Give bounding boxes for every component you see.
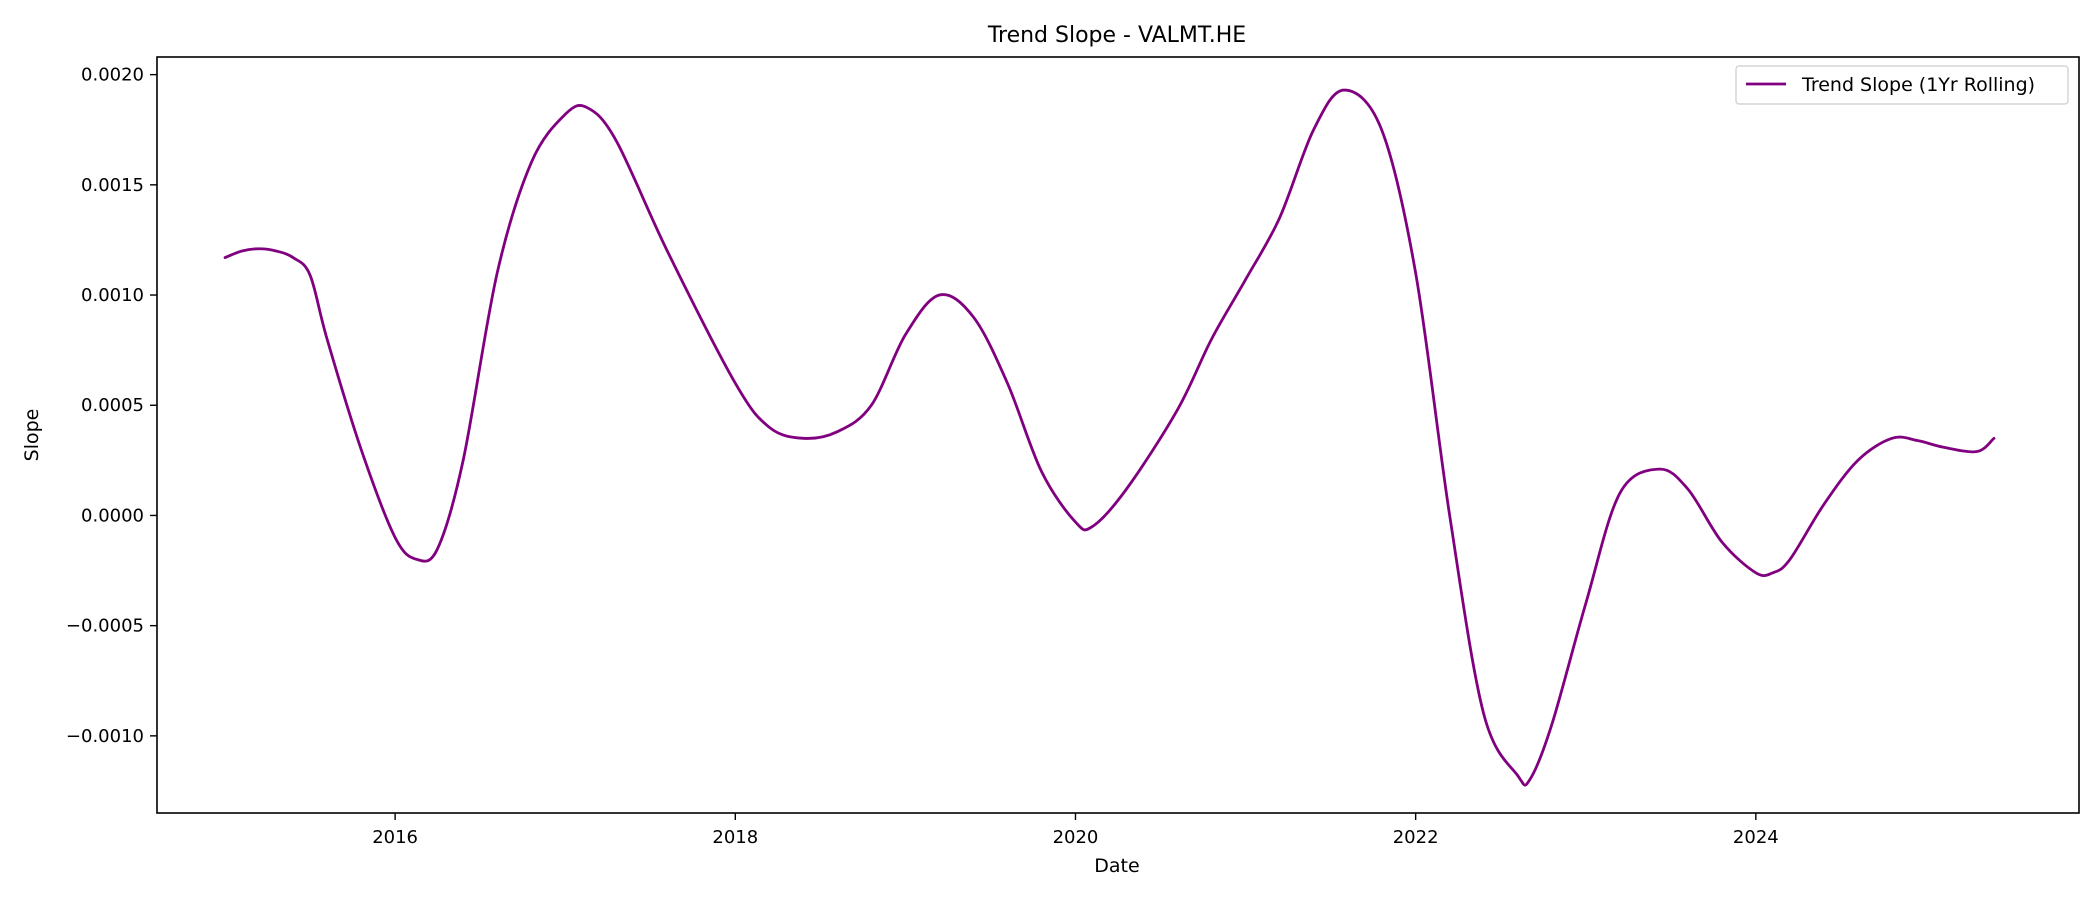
x-tick-label: 2016: [372, 827, 418, 848]
plot-area: [156, 56, 2080, 814]
y-tick-label: −0.0010: [66, 726, 144, 747]
series-layer: [223, 88, 1996, 787]
x-tick-label: 2022: [1393, 827, 1439, 848]
legend-box: [1735, 65, 2069, 105]
x-axis: 2016 2018 2020 2022 2024: [372, 813, 1779, 848]
series-line-0: [223, 88, 1996, 787]
y-tick-label: 0.0005: [81, 395, 144, 416]
y-axis-label: Slope: [21, 409, 43, 462]
x-tick-label: 2024: [1733, 827, 1779, 848]
y-tick-label: 0.0010: [81, 285, 144, 306]
y-tick-label: 0.0000: [81, 505, 144, 526]
x-axis-label: Date: [1094, 855, 1139, 877]
x-tick-label: 2018: [712, 827, 758, 848]
legend: Trend Slope (1Yr Rolling): [1735, 65, 2069, 105]
y-axis: −0.0010 −0.0005 0.0000 0.0005 0.0010 0.0015 0.…: [66, 65, 157, 747]
y-tick-label: 0.0015: [81, 175, 144, 196]
y-tick-label: −0.0005: [66, 616, 144, 637]
y-tick-label: 0.0020: [81, 65, 144, 86]
x-tick-label: 2020: [1053, 827, 1099, 848]
chart-title: Trend Slope - VALMT.HE: [987, 23, 1246, 48]
legend-label: Trend Slope (1Yr Rolling): [1801, 74, 2035, 96]
